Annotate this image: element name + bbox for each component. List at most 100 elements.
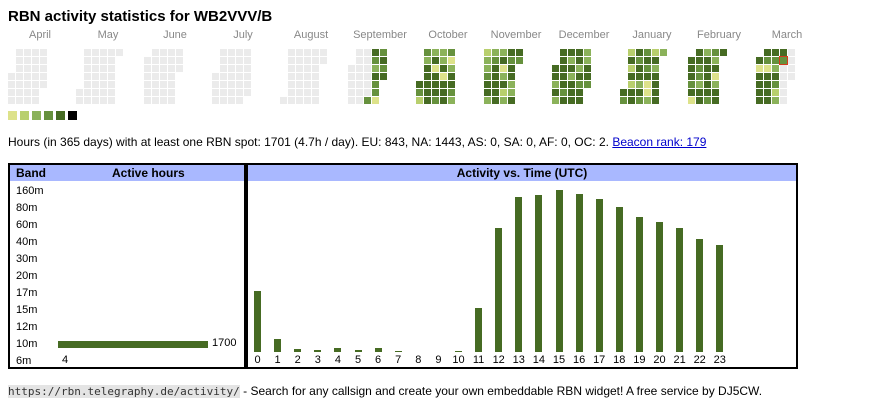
calendar-day[interactable]	[92, 73, 99, 80]
calendar-day[interactable]	[508, 73, 515, 80]
calendar-day[interactable]	[440, 97, 447, 104]
calendar-day[interactable]	[160, 57, 167, 64]
calendar-day[interactable]	[32, 57, 39, 64]
calendar-day[interactable]	[236, 89, 243, 96]
calendar-day[interactable]	[220, 89, 227, 96]
calendar-day[interactable]	[576, 89, 583, 96]
calendar-day[interactable]	[584, 65, 591, 72]
calendar-day[interactable]	[32, 65, 39, 72]
calendar-day[interactable]	[100, 57, 107, 64]
calendar-day[interactable]	[212, 81, 219, 88]
calendar-day[interactable]	[484, 57, 491, 64]
calendar-day[interactable]	[484, 49, 491, 56]
calendar-day[interactable]	[312, 57, 319, 64]
calendar-day[interactable]	[712, 65, 719, 72]
calendar-day[interactable]	[644, 65, 651, 72]
calendar-day[interactable]	[492, 57, 499, 64]
calendar-day[interactable]	[560, 89, 567, 96]
calendar-day[interactable]	[380, 65, 387, 72]
calendar-day[interactable]	[364, 97, 371, 104]
calendar-day[interactable]	[484, 65, 491, 72]
calendar-day[interactable]	[100, 89, 107, 96]
calendar-day[interactable]	[552, 89, 559, 96]
calendar-day[interactable]	[8, 81, 15, 88]
calendar-day[interactable]	[348, 81, 355, 88]
calendar-day[interactable]	[236, 65, 243, 72]
calendar-day[interactable]	[304, 73, 311, 80]
calendar-day[interactable]	[236, 49, 243, 56]
calendar-day[interactable]	[764, 73, 771, 80]
calendar-day[interactable]	[628, 81, 635, 88]
calendar-day[interactable]	[372, 49, 379, 56]
calendar-day[interactable]	[704, 89, 711, 96]
calendar-day[interactable]	[688, 97, 695, 104]
calendar-day[interactable]	[704, 57, 711, 64]
calendar-day[interactable]	[508, 81, 515, 88]
calendar-day[interactable]	[652, 49, 659, 56]
calendar-day[interactable]	[168, 65, 175, 72]
calendar-day[interactable]	[704, 65, 711, 72]
calendar-day[interactable]	[432, 73, 439, 80]
calendar-day[interactable]	[236, 81, 243, 88]
calendar-day[interactable]	[712, 81, 719, 88]
calendar-day[interactable]	[788, 65, 795, 72]
calendar-day[interactable]	[364, 65, 371, 72]
calendar-day[interactable]	[160, 65, 167, 72]
calendar-day[interactable]	[152, 73, 159, 80]
calendar-day[interactable]	[84, 49, 91, 56]
calendar-day[interactable]	[372, 73, 379, 80]
calendar-day[interactable]	[448, 89, 455, 96]
calendar-day[interactable]	[228, 97, 235, 104]
calendar-day[interactable]	[356, 89, 363, 96]
calendar-day[interactable]	[772, 89, 779, 96]
calendar-day[interactable]	[304, 49, 311, 56]
calendar-day[interactable]	[92, 65, 99, 72]
calendar-day[interactable]	[356, 81, 363, 88]
calendar-day[interactable]	[560, 81, 567, 88]
calendar-day[interactable]	[424, 97, 431, 104]
calendar-day[interactable]	[296, 81, 303, 88]
calendar-day[interactable]	[108, 81, 115, 88]
calendar-day[interactable]	[552, 97, 559, 104]
calendar-day[interactable]	[244, 49, 251, 56]
calendar-day[interactable]	[424, 81, 431, 88]
calendar-day[interactable]	[84, 73, 91, 80]
calendar-day[interactable]	[116, 49, 123, 56]
calendar-day[interactable]	[552, 65, 559, 72]
calendar-day[interactable]	[560, 97, 567, 104]
calendar-day[interactable]	[628, 97, 635, 104]
calendar-day[interactable]	[84, 81, 91, 88]
calendar-day[interactable]	[296, 49, 303, 56]
calendar-day[interactable]	[32, 73, 39, 80]
calendar-day[interactable]	[568, 65, 575, 72]
calendar-day[interactable]	[296, 65, 303, 72]
calendar-day[interactable]	[84, 57, 91, 64]
calendar-day[interactable]	[628, 57, 635, 64]
calendar-day[interactable]	[16, 65, 23, 72]
calendar-day[interactable]	[288, 65, 295, 72]
calendar-day[interactable]	[92, 49, 99, 56]
calendar-day[interactable]	[152, 65, 159, 72]
calendar-day[interactable]	[160, 97, 167, 104]
calendar-day[interactable]	[280, 97, 287, 104]
calendar-day[interactable]	[212, 73, 219, 80]
calendar-day[interactable]	[636, 81, 643, 88]
calendar-day[interactable]	[8, 89, 15, 96]
calendar-day[interactable]	[620, 89, 627, 96]
calendar-day[interactable]	[440, 65, 447, 72]
calendar-day[interactable]	[660, 49, 667, 56]
calendar-day[interactable]	[584, 81, 591, 88]
calendar-day[interactable]	[500, 49, 507, 56]
calendar-day[interactable]	[16, 97, 23, 104]
calendar-day[interactable]	[484, 89, 491, 96]
calendar-day[interactable]	[772, 81, 779, 88]
calendar-day[interactable]	[8, 73, 15, 80]
calendar-day[interactable]	[244, 65, 251, 72]
calendar-day[interactable]	[764, 49, 771, 56]
calendar-day[interactable]	[424, 65, 431, 72]
calendar-day[interactable]	[644, 57, 651, 64]
calendar-day[interactable]	[780, 65, 787, 72]
calendar-day[interactable]	[92, 81, 99, 88]
calendar-day[interactable]	[448, 57, 455, 64]
calendar-day[interactable]	[484, 97, 491, 104]
